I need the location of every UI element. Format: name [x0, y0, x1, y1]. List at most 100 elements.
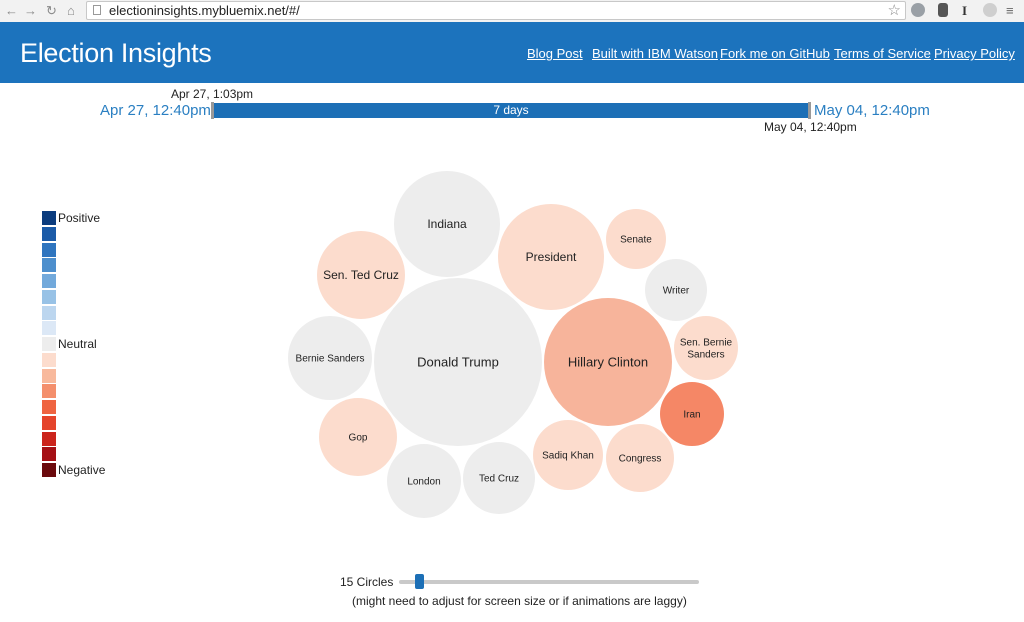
legend-swatches [42, 211, 56, 477]
topic-bubble[interactable]: Donald Trump [374, 278, 542, 446]
topic-bubble-circle[interactable] [463, 442, 535, 514]
slider-note: (might need to adjust for screen size or… [352, 594, 687, 608]
legend-negative-label: Negative [58, 463, 106, 477]
legend-swatch [42, 368, 56, 383]
range-handle-end-label: May 04, 12:40pm [764, 120, 857, 134]
legend-neutral-label: Neutral [58, 337, 97, 351]
topic-bubble-label: Sen. Ted Cruz [323, 268, 399, 282]
legend-swatch [42, 400, 56, 414]
topic-bubble-circle[interactable] [498, 204, 604, 310]
topic-bubble-circle[interactable] [317, 231, 405, 319]
legend-swatch [42, 242, 56, 257]
topic-bubble-label: Indiana [427, 217, 467, 231]
topic-bubble[interactable]: Indiana [394, 171, 500, 277]
site-title[interactable]: Election Insights [20, 38, 212, 68]
topic-bubble-circle[interactable] [606, 424, 674, 492]
time-range-brush[interactable]: 7 days [211, 102, 811, 119]
legend-swatch [42, 274, 56, 288]
topic-bubble-label: Senate [620, 235, 652, 246]
legend-swatch [42, 226, 56, 241]
home-icon[interactable]: ⌂ [67, 3, 75, 18]
bookmark-star-icon[interactable]: ☆ [887, 2, 901, 19]
legend-swatch [42, 384, 56, 399]
legend-swatch [42, 447, 56, 462]
blog-post-link[interactable]: Blog Post [527, 46, 583, 61]
topic-bubble-circle[interactable] [387, 444, 461, 518]
page-icon [93, 5, 101, 15]
topic-bubble-circle[interactable] [606, 209, 666, 269]
topic-bubble[interactable]: Sadiq Khan [533, 420, 603, 490]
range-end-label: May 04, 12:40pm [814, 102, 930, 119]
browser-toolbar: ← → ↻ ⌂ electioninsights.mybluemix.net/#… [0, 0, 1024, 23]
address-bar[interactable]: electioninsights.mybluemix.net/#/ ☆ [86, 1, 906, 20]
circle-count-label: 15 Circles [340, 575, 394, 589]
range-start-label: Apr 27, 12:40pm [100, 102, 211, 119]
legend-swatch [42, 337, 56, 351]
forward-icon[interactable]: → [24, 3, 37, 18]
topic-bubble-label: Writer [663, 286, 690, 297]
range-handle-start-label: Apr 27, 1:03pm [171, 87, 254, 101]
legend-swatch [42, 463, 56, 477]
privacy-link[interactable]: Privacy Policy [934, 46, 1015, 61]
topic-bubble[interactable]: London [387, 444, 461, 518]
built-with-watson-link[interactable]: Built with IBM Watson [592, 46, 718, 61]
legend-swatch [42, 305, 56, 320]
topic-bubble[interactable]: Gop [319, 398, 397, 476]
terms-link[interactable]: Terms of Service [834, 46, 931, 61]
topic-bubble[interactable]: Iran [660, 382, 724, 446]
topic-bubble-circle[interactable] [674, 316, 738, 380]
topic-bubble-label: London [407, 477, 440, 488]
sentiment-legend: Positive Neutral Negative [42, 211, 105, 479]
topic-bubble-label: President [526, 250, 577, 264]
topic-bubble-label: Sen. Bernie [680, 338, 733, 349]
legend-positive-label: Positive [58, 211, 101, 225]
topic-bubble[interactable]: Bernie Sanders [288, 316, 372, 400]
topic-bubble[interactable]: Hillary Clinton [544, 298, 672, 426]
topic-bubble-circle[interactable] [544, 298, 672, 426]
range-span-label: 7 days [493, 103, 529, 117]
extension-evernote-icon[interactable] [938, 3, 948, 17]
topic-bubble-label: Congress [619, 454, 662, 465]
topic-bubble-circle[interactable] [533, 420, 603, 490]
topic-bubble[interactable]: Ted Cruz [463, 442, 535, 514]
topic-bubble[interactable]: Sen. Ted Cruz [317, 231, 405, 319]
circle-count-handle[interactable] [415, 574, 424, 589]
topic-bubble[interactable]: President [498, 204, 604, 310]
topic-bubble-circle[interactable] [288, 316, 372, 400]
topic-bubble-circle[interactable] [374, 278, 542, 446]
legend-swatch [42, 415, 56, 430]
topic-bubble-label: Iran [683, 410, 700, 421]
back-icon[interactable]: ← [5, 3, 18, 18]
range-start-handle[interactable] [211, 102, 214, 119]
topic-bubble-label: Sanders [687, 350, 724, 361]
topic-bubble-circle[interactable] [319, 398, 397, 476]
legend-swatch [42, 211, 56, 225]
github-link[interactable]: Fork me on GitHub [720, 46, 830, 61]
topic-bubble[interactable]: Senate [606, 209, 666, 269]
topic-bubble-label: Sadiq Khan [542, 451, 594, 462]
circle-count-track[interactable] [399, 580, 699, 584]
topic-bubble-label: Ted Cruz [479, 474, 519, 485]
topic-bubble-label: Donald Trump [417, 355, 499, 370]
legend-swatch [42, 258, 56, 273]
url-text: electioninsights.mybluemix.net/#/ [109, 3, 300, 18]
legend-swatch [42, 289, 56, 304]
extension-globe-icon[interactable] [911, 3, 925, 17]
legend-swatch [42, 431, 56, 446]
reload-icon[interactable]: ↻ [46, 3, 57, 18]
legend-swatch [42, 321, 56, 336]
topic-bubble-circle[interactable] [645, 259, 707, 321]
menu-icon[interactable]: ≡ [1006, 3, 1014, 18]
topic-bubble-label: Hillary Clinton [568, 355, 648, 370]
extension-circle-icon[interactable] [983, 3, 997, 17]
range-end-handle[interactable] [808, 102, 811, 119]
topic-bubble-circle[interactable] [394, 171, 500, 277]
legend-swatch [42, 352, 56, 367]
topic-bubble[interactable]: Writer [645, 259, 707, 321]
topic-bubble[interactable]: Congress [606, 424, 674, 492]
extension-instapaper-icon[interactable]: I [962, 3, 968, 18]
topic-bubble-label: Gop [349, 433, 368, 444]
topic-bubble-circle[interactable] [660, 382, 724, 446]
